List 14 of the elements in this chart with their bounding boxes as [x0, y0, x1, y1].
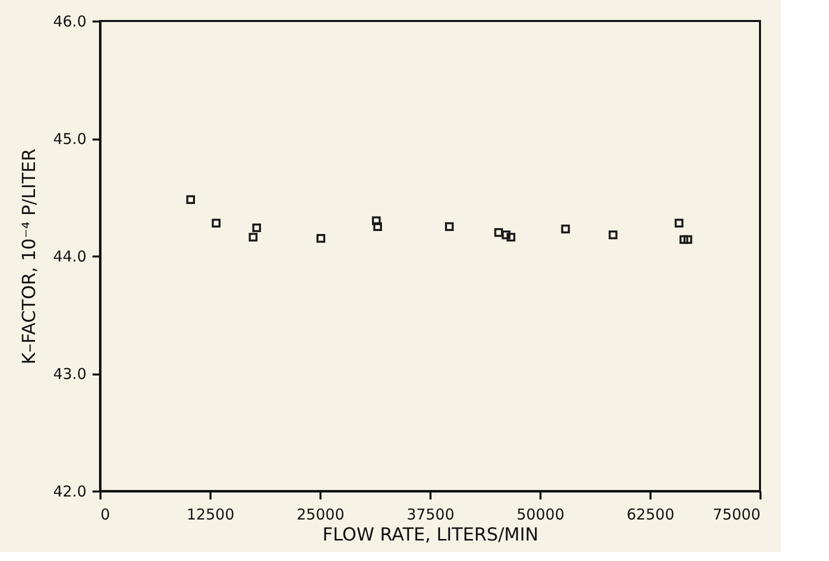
x-tick-label: 0 [100, 506, 110, 524]
x-tick-label: 50000 [516, 506, 564, 524]
y-tick-label: 46.0 [53, 12, 86, 30]
y-tick-label: 42.0 [53, 482, 86, 500]
x-axis-title: FLOW RATE, LITERS/MIN [322, 524, 538, 546]
y-tick-label: 43.0 [53, 365, 86, 383]
y-tick-label: 45.0 [53, 130, 86, 148]
x-tick-label: 12500 [186, 506, 234, 524]
x-tick-label: 75000 [712, 506, 760, 524]
y-tick-label: 44.0 [53, 248, 86, 266]
x-tick-label: 37500 [406, 506, 454, 524]
x-tick-label: 62500 [626, 506, 674, 524]
x-tick-label: 25000 [296, 506, 344, 524]
y-axis-title: K–FACTOR, 10⁻⁴ P/LITER [19, 148, 40, 364]
